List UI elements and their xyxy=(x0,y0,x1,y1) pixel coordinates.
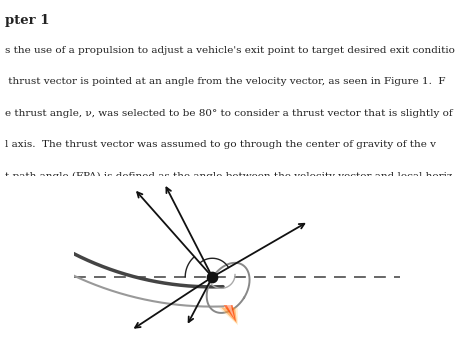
Text: pter 1: pter 1 xyxy=(5,14,49,27)
Text: tive FPA being defined as when the velocity vector is above the local horizontal: tive FPA being defined as when the veloc… xyxy=(5,205,425,214)
Text: l axis.  The thrust vector was assumed to go through the center of gravity of th: l axis. The thrust vector was assumed to… xyxy=(5,140,436,150)
Point xyxy=(209,274,216,280)
Polygon shape xyxy=(224,305,236,322)
Text: thrust vector is pointed at an angle from the velocity vector, as seen in Figure: thrust vector is pointed at an angle fro… xyxy=(5,77,445,86)
Text: e thrust angle, ν, was selected to be 80° to consider a thrust vector that is sl: e thrust angle, ν, was selected to be 80… xyxy=(5,109,452,118)
Polygon shape xyxy=(219,307,238,325)
Polygon shape xyxy=(226,304,235,319)
Text: s the use of a propulsion to adjust a vehicle's exit point to target desired exi: s the use of a propulsion to adjust a ve… xyxy=(5,46,455,55)
Polygon shape xyxy=(221,307,237,324)
Text: t path angle (FPA) is defined as the angle between the velocity vector and local: t path angle (FPA) is defined as the ang… xyxy=(5,172,452,181)
